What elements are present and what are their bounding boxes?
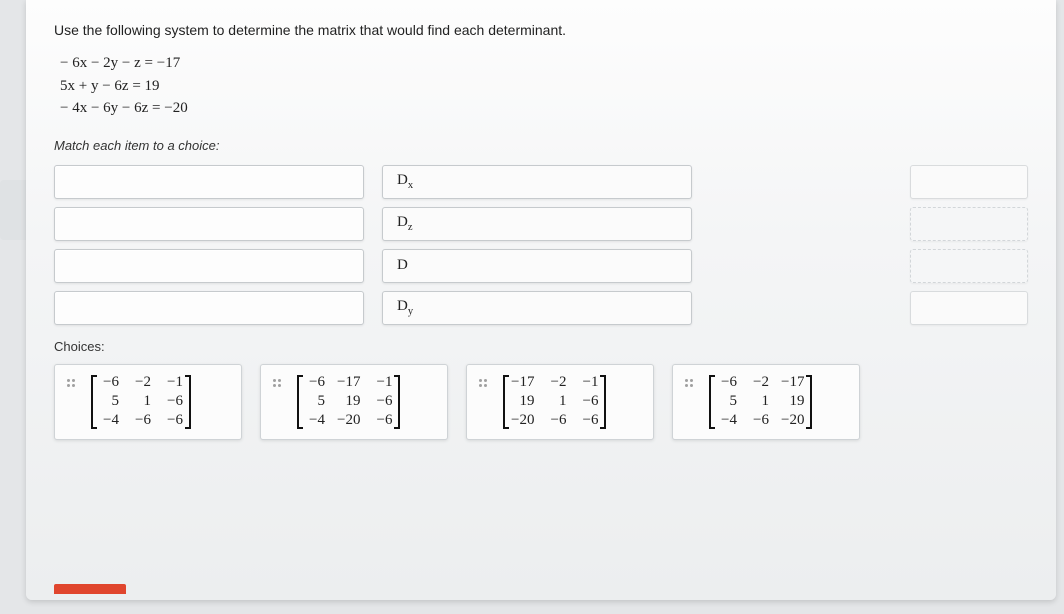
dropzone-d[interactable] — [54, 249, 364, 283]
bracket-left-icon — [293, 375, 301, 429]
cell: −17 — [511, 374, 534, 391]
row-spacer — [710, 207, 892, 241]
match-rows: Dx Dz D Dy — [54, 165, 1028, 325]
equation-1: − 6x − 2y − z = −17 — [60, 52, 1028, 75]
item-text: D — [397, 257, 408, 274]
matrix-grid: −6 −17 −1 5 19 −6 −4 −20 −6 — [301, 375, 396, 429]
choices-tray: −6 −2 −1 5 1 −6 −4 −6 −6 −6 −17 — [54, 364, 1028, 440]
item-label-dx: Dx — [382, 165, 692, 199]
matrix: −6 −17 −1 5 19 −6 −4 −20 −6 — [293, 375, 404, 429]
left-collapse-tab[interactable] — [0, 180, 26, 240]
cell: −17 — [337, 374, 360, 391]
match-row: Dx — [54, 165, 1028, 199]
cell: −1 — [578, 374, 598, 391]
cell: 19 — [337, 393, 360, 410]
dropzone-dx[interactable] — [54, 165, 364, 199]
cell: −4 — [305, 412, 325, 429]
cell: 19 — [781, 393, 804, 410]
cell: −6 — [372, 393, 392, 410]
phantom-slot — [910, 249, 1028, 283]
cell: −2 — [131, 374, 151, 391]
match-instruction: Match each item to a choice: — [54, 138, 1028, 153]
bracket-left-icon — [499, 375, 507, 429]
cell: 1 — [749, 393, 769, 410]
cell: −20 — [337, 412, 360, 429]
row-spacer — [710, 249, 892, 283]
cell: −6 — [163, 393, 183, 410]
cell: −2 — [749, 374, 769, 391]
choice-matrix-4[interactable]: −6 −2 −17 5 1 19 −4 −6 −20 — [672, 364, 860, 440]
matrix: −6 −2 −1 5 1 −6 −4 −6 −6 — [87, 375, 195, 429]
cell: −6 — [578, 393, 598, 410]
cell: −6 — [163, 412, 183, 429]
cell: −1 — [372, 374, 392, 391]
cell: 5 — [717, 393, 737, 410]
cell: −6 — [305, 374, 325, 391]
match-row: Dy — [54, 291, 1028, 325]
cell: 19 — [511, 393, 534, 410]
equation-2: 5x + y − 6z = 19 — [60, 75, 1028, 98]
cell: −20 — [781, 412, 804, 429]
cell: −6 — [131, 412, 151, 429]
cell: 1 — [131, 393, 151, 410]
match-row: Dz — [54, 207, 1028, 241]
item-label-d: D — [382, 249, 692, 283]
drag-handle-icon — [477, 377, 489, 389]
cell: −6 — [372, 412, 392, 429]
drag-handle-icon — [65, 377, 77, 389]
cell: −4 — [717, 412, 737, 429]
matrix-grid: −6 −2 −1 5 1 −6 −4 −6 −6 — [95, 375, 187, 429]
cell: −6 — [546, 412, 566, 429]
item-text: Dy — [397, 298, 413, 317]
item-label-dz: Dz — [382, 207, 692, 241]
item-text: Dx — [397, 172, 413, 191]
matrix: −6 −2 −17 5 1 19 −4 −6 −20 — [705, 375, 816, 429]
cell: −17 — [781, 374, 804, 391]
drag-handle-icon — [683, 377, 695, 389]
cell: 1 — [546, 393, 566, 410]
cell: −4 — [99, 412, 119, 429]
bracket-left-icon — [87, 375, 95, 429]
cell: −6 — [578, 412, 598, 429]
match-row: D — [54, 249, 1028, 283]
equation-3: − 4x − 6y − 6z = −20 — [60, 97, 1028, 120]
dropzone-dy[interactable] — [54, 291, 364, 325]
bracket-right-icon — [187, 375, 195, 429]
row-spacer — [710, 291, 892, 325]
system-of-equations: − 6x − 2y − z = −17 5x + y − 6z = 19 − 4… — [54, 52, 1028, 120]
bracket-right-icon — [602, 375, 610, 429]
drag-handle-icon — [271, 377, 283, 389]
choice-matrix-3[interactable]: −17 −2 −1 19 1 −6 −20 −6 −6 — [466, 364, 654, 440]
bracket-right-icon — [808, 375, 816, 429]
cell: −6 — [749, 412, 769, 429]
cell: −2 — [546, 374, 566, 391]
cell: −6 — [99, 374, 119, 391]
cell: 5 — [99, 393, 119, 410]
phantom-slot — [910, 165, 1028, 199]
bracket-left-icon — [705, 375, 713, 429]
question-panel: Use the following system to determine th… — [26, 0, 1056, 600]
cell: −20 — [511, 412, 534, 429]
choice-matrix-2[interactable]: −6 −17 −1 5 19 −6 −4 −20 −6 — [260, 364, 448, 440]
choices-heading: Choices: — [54, 339, 1028, 354]
submit-button[interactable] — [54, 584, 126, 594]
cell: 5 — [305, 393, 325, 410]
question-prompt: Use the following system to determine th… — [54, 22, 1028, 38]
row-spacer — [710, 165, 892, 199]
bracket-right-icon — [396, 375, 404, 429]
matrix-grid: −17 −2 −1 19 1 −6 −20 −6 −6 — [507, 375, 602, 429]
phantom-slot — [910, 291, 1028, 325]
cell: −1 — [163, 374, 183, 391]
matrix-grid: −6 −2 −17 5 1 19 −4 −6 −20 — [713, 375, 808, 429]
item-label-dy: Dy — [382, 291, 692, 325]
item-text: Dz — [397, 214, 413, 233]
cell: −6 — [717, 374, 737, 391]
choice-matrix-1[interactable]: −6 −2 −1 5 1 −6 −4 −6 −6 — [54, 364, 242, 440]
phantom-slot — [910, 207, 1028, 241]
dropzone-dz[interactable] — [54, 207, 364, 241]
matrix: −17 −2 −1 19 1 −6 −20 −6 −6 — [499, 375, 610, 429]
